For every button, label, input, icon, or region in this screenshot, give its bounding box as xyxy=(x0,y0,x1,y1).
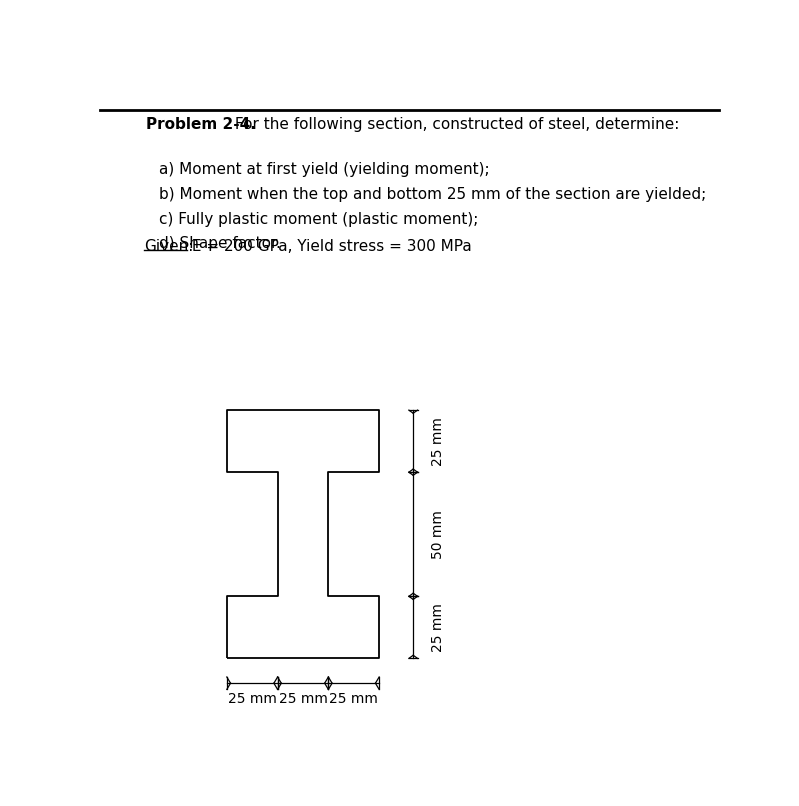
Text: d) Shape factor.: d) Shape factor. xyxy=(159,236,280,251)
Text: 25 mm: 25 mm xyxy=(329,692,378,706)
Text: Given:: Given: xyxy=(145,239,194,255)
Text: b) Moment when the top and bottom 25 mm of the section are yielded;: b) Moment when the top and bottom 25 mm … xyxy=(159,187,706,202)
Text: c) Fully plastic moment (plastic moment);: c) Fully plastic moment (plastic moment)… xyxy=(159,211,478,226)
Text: 25 mm: 25 mm xyxy=(431,603,444,652)
Text: 25 mm: 25 mm xyxy=(279,692,328,706)
Text: Problem 2-4.: Problem 2-4. xyxy=(146,117,256,132)
Text: 25 mm: 25 mm xyxy=(431,417,444,466)
Text: E = 200 GPa, Yield stress = 300 MPa: E = 200 GPa, Yield stress = 300 MPa xyxy=(187,239,471,255)
Text: a) Moment at first yield (yielding moment);: a) Moment at first yield (yielding momen… xyxy=(159,162,489,177)
Text: 50 mm: 50 mm xyxy=(431,510,444,559)
Text: For the following section, constructed of steel, determine:: For the following section, constructed o… xyxy=(230,117,679,132)
Text: 25 mm: 25 mm xyxy=(228,692,276,706)
